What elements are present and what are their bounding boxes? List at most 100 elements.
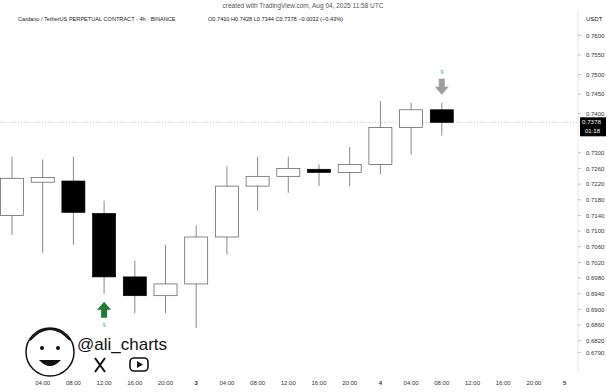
signal-arrow-up (97, 302, 111, 318)
signal-count: 9 (440, 69, 443, 75)
x-tick-label: 16:00 (496, 380, 512, 386)
candle-wick (42, 159, 43, 252)
candle-body-up (215, 186, 238, 237)
y-tick-label: 0.7180 (586, 197, 605, 203)
y-tick-label: 0.6900 (586, 307, 605, 313)
candle-body-up (277, 168, 300, 176)
candle-body-up (31, 177, 54, 182)
plot-area (0, 101, 578, 328)
avatar-eye (40, 346, 44, 350)
x-tick-label: 16:00 (311, 380, 327, 386)
x-tick-label: 20:00 (526, 380, 542, 386)
y-tick (578, 199, 581, 200)
avatar-eye (56, 346, 60, 350)
y-tick-label: 0.7600 (586, 33, 605, 39)
y-tick-label: 0.7140 (586, 213, 605, 219)
x-tick-label: 12:00 (97, 380, 113, 386)
y-tick-label: 0.6860 (586, 322, 605, 328)
y-tick (578, 325, 581, 326)
y-tick-label: 0.7450 (586, 91, 605, 97)
y-tick-label: 0.6940 (586, 291, 605, 297)
x-tick-label: 04:00 (219, 380, 235, 386)
y-tick (578, 262, 581, 263)
y-tick-label: 0.7220 (586, 181, 605, 187)
y-tick-label: 0.7100 (586, 228, 605, 234)
price-label: 0.7378 (582, 118, 601, 125)
x-tick-label: 08:00 (434, 380, 450, 386)
price-label-box (580, 117, 606, 136)
candle-body-down (308, 169, 331, 172)
x-tick-label: 12:00 (465, 380, 481, 386)
subtitle: O0.7410 H0.7428 L0.7344 C0.7378 −0.0032 … (208, 16, 343, 22)
candle-body-up (400, 110, 423, 128)
x-icon (95, 358, 105, 372)
x-tick-label: 4 (379, 380, 383, 386)
y-tick (578, 278, 581, 279)
y-tick (578, 55, 581, 56)
avatar (26, 328, 74, 376)
signal-count: 9 (103, 322, 106, 328)
candle-body-up (154, 284, 177, 296)
candle-body-down (93, 214, 116, 277)
y-tick-label: 0.7060 (586, 244, 605, 250)
y-tick (578, 74, 581, 75)
title: Cardano / TetherUS PERPETUAL CONTRACT · … (18, 16, 176, 22)
candle-body-down (430, 110, 453, 123)
signal-arrow-down (435, 79, 449, 95)
y-tick (578, 352, 581, 353)
avatar-hair (30, 329, 70, 340)
x-tick-label: 08:00 (250, 380, 266, 386)
y-tick-label: 0.7500 (586, 72, 605, 78)
x-tick-label: 5 (563, 380, 567, 386)
x-tick-label: 04:00 (35, 380, 51, 386)
y-tick (578, 94, 581, 95)
last-price-line (0, 122, 578, 123)
watermark: @ali_charts (77, 335, 167, 354)
avatar-head (26, 328, 74, 376)
countdown: 01:18 (585, 128, 601, 134)
y-tick (578, 215, 581, 216)
candle-wick (165, 245, 166, 313)
youtube-play (137, 361, 143, 368)
x-tick-label: 20:00 (158, 380, 174, 386)
y-axis-line (578, 10, 579, 372)
y-axis-label: USDT (586, 16, 603, 22)
y-tick (578, 246, 581, 247)
chart: created with TradingView.com, Aug 04, 20… (0, 0, 607, 392)
candle-body-up (369, 127, 392, 164)
candle-body-up (1, 178, 24, 215)
youtube-icon (130, 358, 148, 371)
y-tick-label: 0.6820 (586, 338, 605, 344)
credit: created with TradingView.com, Aug 04, 20… (223, 2, 384, 10)
y-tick (578, 340, 581, 341)
x-tick-label: 12:00 (281, 380, 297, 386)
background (0, 0, 607, 392)
candle-wick (319, 165, 320, 187)
candle-body-down (62, 181, 85, 212)
y-tick (578, 35, 581, 36)
y-tick-label: 0.7300 (586, 150, 605, 156)
avatar-mouth (39, 360, 61, 366)
y-tick (578, 293, 581, 294)
y-tick-label: 0.6790 (586, 350, 605, 356)
x-tick-label: 3 (195, 380, 199, 386)
y-tick (578, 184, 581, 185)
x-tick-label: 16:00 (127, 380, 143, 386)
y-tick-label: 0.7550 (586, 52, 605, 58)
x-tick-label: 04:00 (404, 380, 420, 386)
y-tick (578, 309, 581, 310)
y-tick (578, 113, 581, 114)
candle-body-down (123, 277, 146, 296)
y-tick (578, 152, 581, 153)
y-tick-label: 0.6980 (586, 275, 605, 281)
candle-body-up (185, 237, 208, 284)
y-tick-label: 0.7400 (586, 111, 605, 117)
x-tick-label: 20:00 (342, 380, 358, 386)
y-tick (578, 231, 581, 232)
y-tick-label: 0.7260 (586, 166, 605, 172)
candle-body-up (246, 176, 269, 186)
y-tick (578, 168, 581, 169)
x-tick-label: 08:00 (66, 380, 82, 386)
candle-body-up (338, 165, 361, 173)
y-tick-label: 0.7020 (586, 260, 605, 266)
